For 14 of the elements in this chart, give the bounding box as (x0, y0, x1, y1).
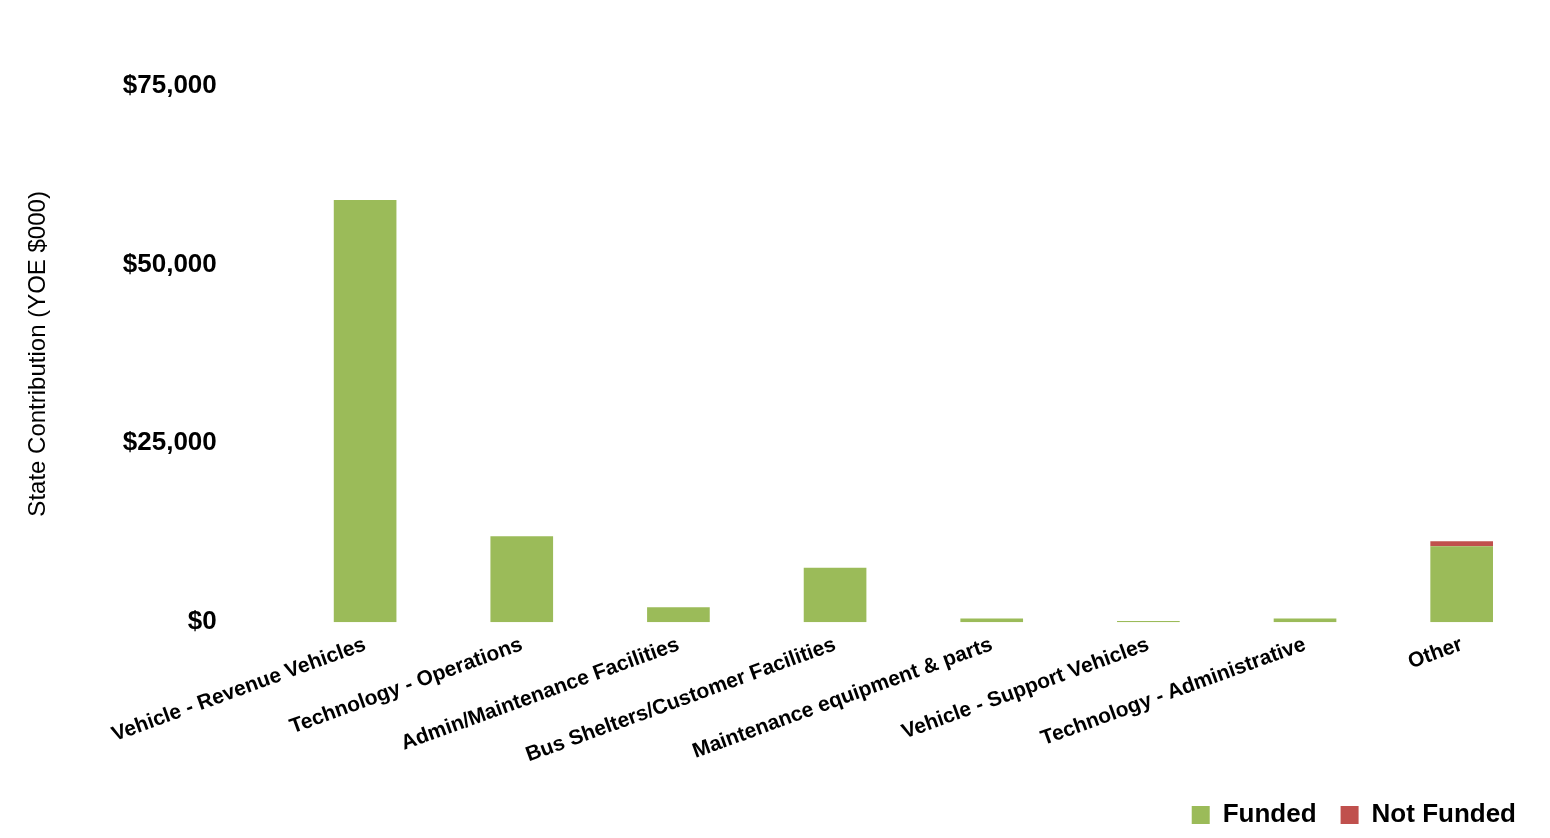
x-tick-label: Other (1404, 631, 1466, 673)
y-tick-label: $0 (187, 605, 217, 636)
y-tick-label: $50,000 (122, 247, 217, 278)
legend-label: Funded (1222, 798, 1317, 829)
bar (333, 200, 397, 623)
bar (1430, 546, 1493, 623)
bar (803, 567, 867, 623)
bar (1430, 541, 1493, 547)
bar (490, 536, 554, 623)
legend-label: Not Funded (1371, 798, 1517, 829)
bar (647, 607, 710, 623)
y-tick-label: $75,000 (122, 68, 217, 99)
y-tick-label: $25,000 (122, 426, 217, 457)
y-axis-title: State Contribution (YOE $000) (23, 191, 51, 517)
